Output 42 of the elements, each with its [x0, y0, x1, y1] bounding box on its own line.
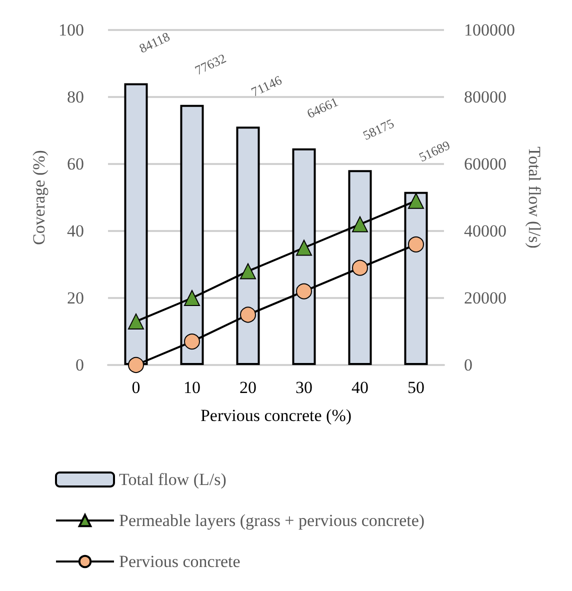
point [352, 260, 368, 276]
y-tick-label: 80 [67, 88, 84, 106]
data-label: 77632 [192, 50, 228, 78]
y2-tick-label: 80000 [464, 88, 506, 106]
point [128, 357, 144, 373]
y-tick-label: 0 [76, 356, 84, 374]
y2-tick-label: 40000 [464, 222, 506, 240]
point [240, 263, 256, 280]
point [408, 192, 424, 209]
point [296, 240, 312, 256]
y-tick-label: 60 [67, 154, 84, 174]
legend-label: Permeable layers (grass + pervious concrete) [119, 511, 425, 530]
y-tick-label: 100 [58, 20, 84, 40]
y-axis-title: Coverage (%) [30, 150, 49, 245]
y2-tick-label: 60000 [464, 154, 506, 174]
y2-tick-label: 20000 [464, 288, 506, 308]
point [408, 236, 424, 252]
x-axis-title: Pervious concrete (%) [200, 406, 352, 425]
y-tick-label: 20 [67, 288, 84, 308]
x-tick-label: 20 [240, 378, 256, 397]
y2-tick-label: 100000 [464, 20, 515, 40]
y2-axis-title: Total flow (l/s) [524, 146, 544, 248]
legend-label: Total flow (L/s) [119, 470, 226, 489]
point [352, 216, 368, 232]
data-label: 51689 [416, 137, 452, 165]
point [128, 313, 144, 330]
data-label: 58175 [360, 116, 396, 143]
x-tick-label: 30 [296, 378, 312, 397]
data-label: 64661 [304, 94, 340, 122]
point [184, 334, 200, 350]
point [296, 283, 312, 300]
x-tick-label: 50 [408, 378, 424, 397]
y2-tick-label: 0 [464, 356, 472, 374]
point [184, 290, 200, 306]
x-tick-label: 10 [184, 378, 200, 397]
legend-label: Pervious concrete [119, 552, 240, 571]
data-label: 71146 [248, 72, 285, 100]
y-tick-label: 40 [67, 222, 84, 240]
point [240, 306, 256, 323]
x-tick-label: 0 [132, 378, 140, 397]
x-tick-label: 40 [352, 378, 368, 397]
data-label: 84118 [136, 28, 172, 56]
